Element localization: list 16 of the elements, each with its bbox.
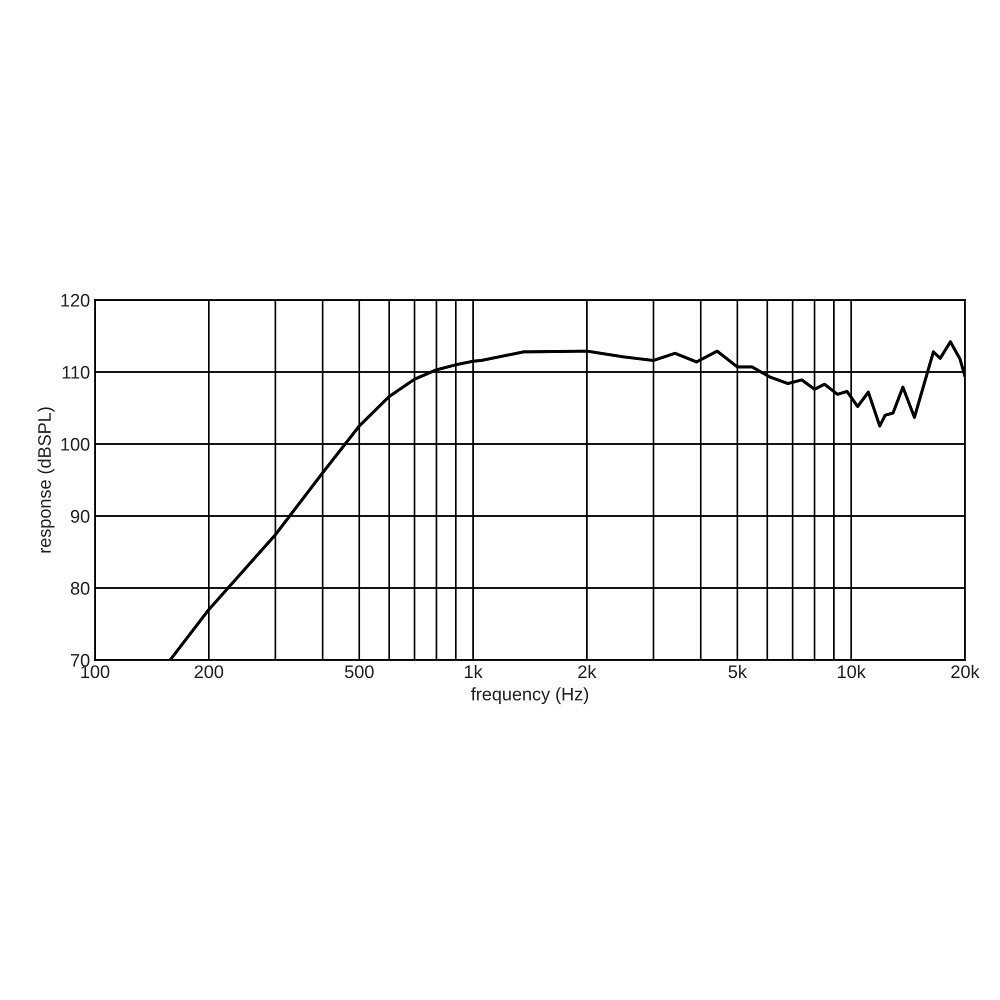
y-axis-title: response (dBSPL)	[38, 407, 54, 553]
x-tick-label: 100	[81, 665, 110, 678]
x-tick-label: 20k	[951, 664, 980, 678]
x-tick-label: 200	[194, 665, 224, 678]
y-tick-label: 100	[61, 438, 90, 451]
y-tick-label: 90	[70, 510, 90, 523]
y-tick-label: 120	[61, 294, 90, 307]
x-tick-label: 500	[344, 665, 374, 678]
y-tick-label: 80	[70, 582, 90, 595]
x-tick-label: 10k	[838, 664, 866, 678]
y-tick-label: 110	[62, 366, 90, 379]
x-tick-label: 2k	[578, 664, 596, 678]
x-tick-label: 5k	[728, 664, 747, 678]
x-axis-title: frequency (Hz)	[471, 687, 588, 704]
x-tick-label: 1k	[464, 664, 483, 678]
y-tick-label: 70	[70, 654, 90, 667]
